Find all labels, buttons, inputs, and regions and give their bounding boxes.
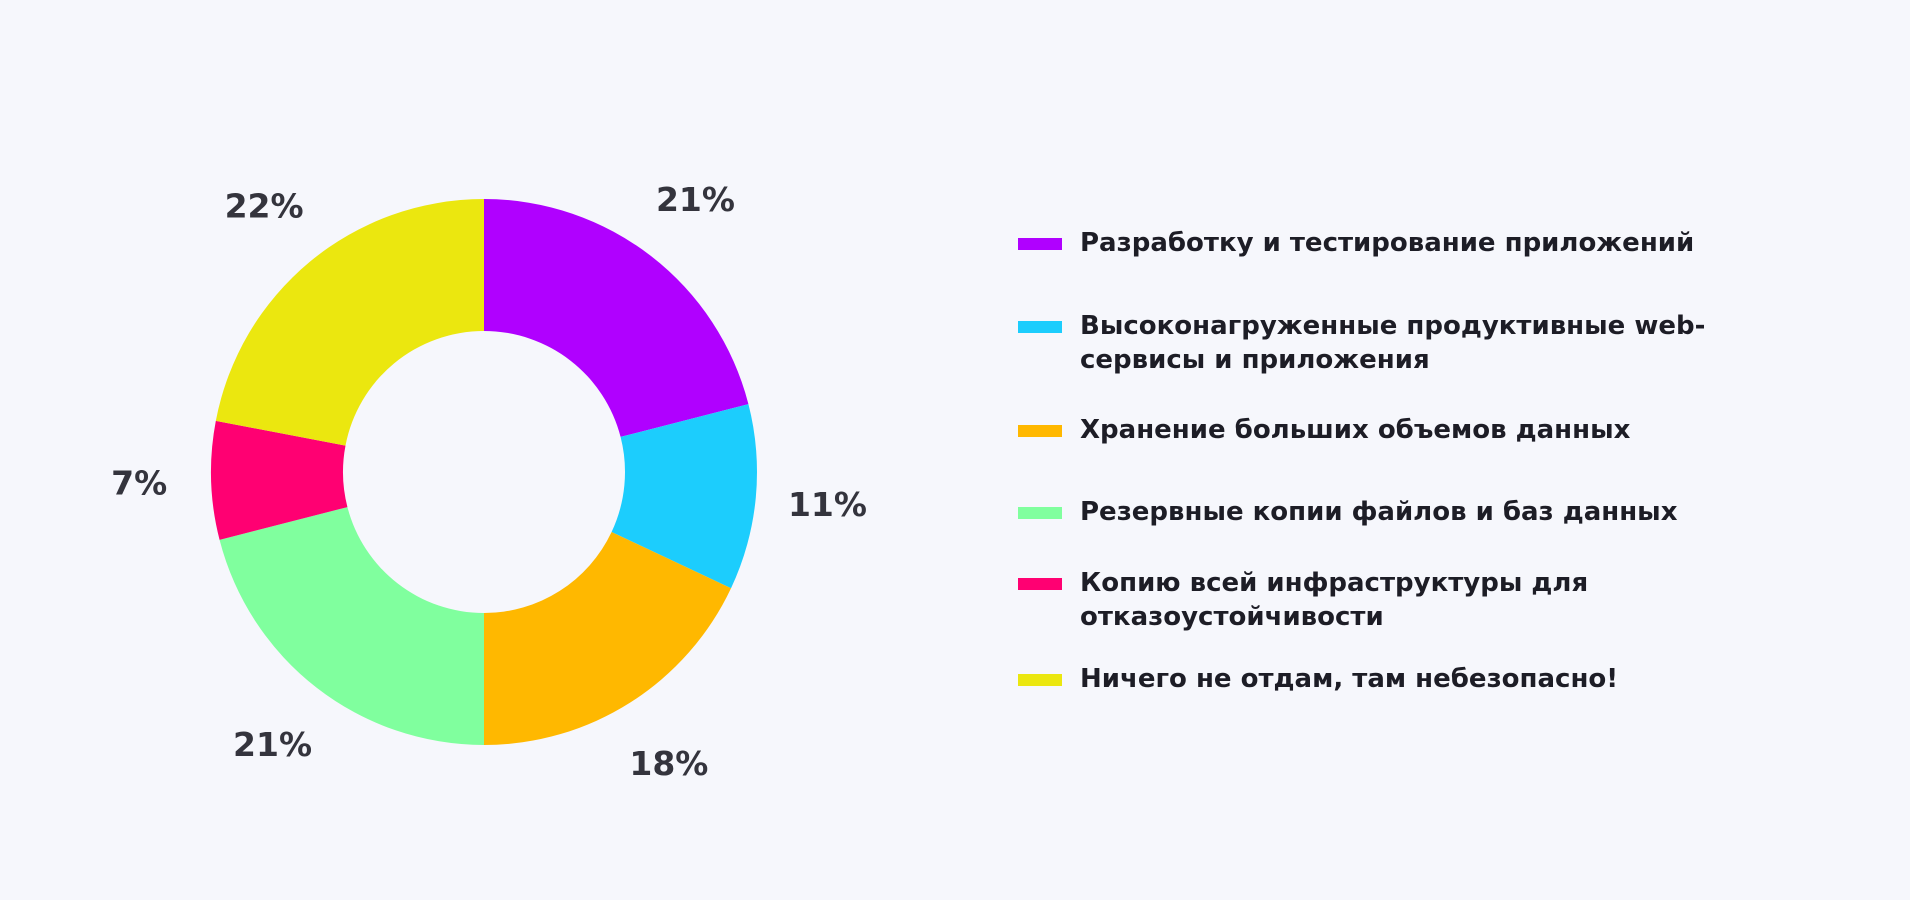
legend-swatch bbox=[1018, 674, 1062, 686]
slice-percent-label: 7% bbox=[111, 463, 167, 502]
donut-slice-6 bbox=[215, 199, 485, 446]
donut-chart: 21% 11% 18% 21% 7% 22% bbox=[111, 180, 867, 783]
legend-label: Ничего не отдам, там небезопасно! bbox=[1080, 664, 1619, 694]
legend-swatch bbox=[1018, 507, 1062, 519]
slice-percent-label: 18% bbox=[629, 744, 708, 783]
percent-labels: 21% 11% 18% 21% 7% 22% bbox=[111, 180, 867, 783]
legend-label: Копию всей инфраструктуры для отказоусто… bbox=[1080, 568, 1589, 632]
legend-item: Резервные копии файлов и баз данных bbox=[1018, 495, 1720, 529]
legend-item: Копию всей инфраструктуры для отказоусто… bbox=[1018, 566, 1720, 634]
slice-percent-label: 21% bbox=[233, 725, 312, 764]
donut-slice-1 bbox=[484, 199, 749, 437]
donut-slice-2 bbox=[611, 404, 758, 589]
legend-label: Высоконагруженные продуктивные web-серви… bbox=[1080, 311, 1706, 375]
legend-label: Хранение больших объемов данных bbox=[1080, 415, 1631, 445]
legend-item: Хранение больших объемов данных bbox=[1018, 413, 1720, 447]
donut-slice-3 bbox=[484, 532, 732, 745]
donut-slice-4 bbox=[219, 507, 485, 745]
slice-percent-label: 21% bbox=[656, 180, 735, 219]
donut-slices bbox=[211, 199, 758, 745]
slice-percent-label: 22% bbox=[225, 187, 304, 226]
legend-label: Разработку и тестирование приложений bbox=[1080, 228, 1695, 258]
legend-swatch bbox=[1018, 321, 1062, 333]
legend-swatch bbox=[1018, 425, 1062, 437]
legend-item: Разработку и тестирование приложений bbox=[1018, 226, 1720, 260]
legend-swatch bbox=[1018, 238, 1062, 250]
legend-label: Резервные копии файлов и баз данных bbox=[1080, 497, 1678, 527]
slice-percent-label: 11% bbox=[788, 485, 867, 524]
donut-slice-5 bbox=[211, 420, 348, 540]
legend-item: Ничего не отдам, там небезопасно! bbox=[1018, 662, 1720, 696]
legend: Разработку и тестирование приложений Высо… bbox=[1018, 0, 1878, 900]
legend-item: Высоконагруженные продуктивные web-серви… bbox=[1018, 309, 1720, 377]
legend-swatch bbox=[1018, 578, 1062, 590]
